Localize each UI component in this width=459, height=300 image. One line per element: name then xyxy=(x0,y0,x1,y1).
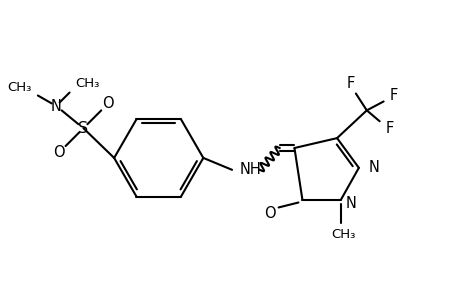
Text: F: F xyxy=(389,88,397,103)
Text: N: N xyxy=(50,99,61,114)
Text: N: N xyxy=(368,160,379,175)
Text: O: O xyxy=(53,146,64,160)
Text: CH₃: CH₃ xyxy=(7,81,32,94)
Text: F: F xyxy=(346,76,354,91)
Text: N: N xyxy=(345,196,356,211)
Text: O: O xyxy=(102,96,114,111)
Text: O: O xyxy=(263,206,275,221)
Text: CH₃: CH₃ xyxy=(75,77,100,90)
Text: CH₃: CH₃ xyxy=(330,228,354,241)
Text: S: S xyxy=(78,121,88,136)
Text: NH: NH xyxy=(240,162,261,177)
Text: F: F xyxy=(385,121,393,136)
